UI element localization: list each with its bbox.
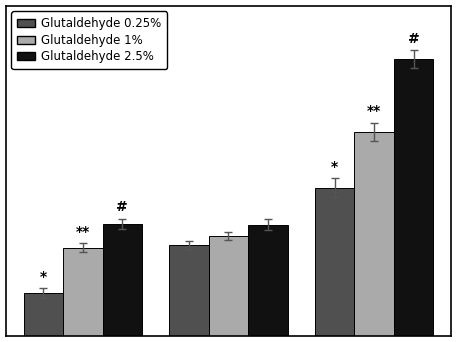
Bar	[103, 224, 142, 337]
Bar	[24, 293, 63, 337]
Bar	[248, 225, 287, 337]
Text: #: #	[408, 32, 420, 46]
Text: *: *	[331, 160, 338, 174]
Text: #: #	[117, 200, 128, 214]
Text: **: **	[367, 104, 381, 118]
Bar	[394, 59, 433, 337]
Text: *: *	[40, 269, 47, 284]
Text: **: **	[76, 225, 90, 239]
Bar	[63, 248, 103, 337]
Bar	[170, 246, 209, 337]
Bar	[354, 132, 394, 337]
Bar	[209, 236, 248, 337]
Bar	[315, 187, 354, 337]
Legend: Glutaldehyde 0.25%, Glutaldehyde 1%, Glutaldehyde 2.5%: Glutaldehyde 0.25%, Glutaldehyde 1%, Glu…	[11, 12, 167, 69]
